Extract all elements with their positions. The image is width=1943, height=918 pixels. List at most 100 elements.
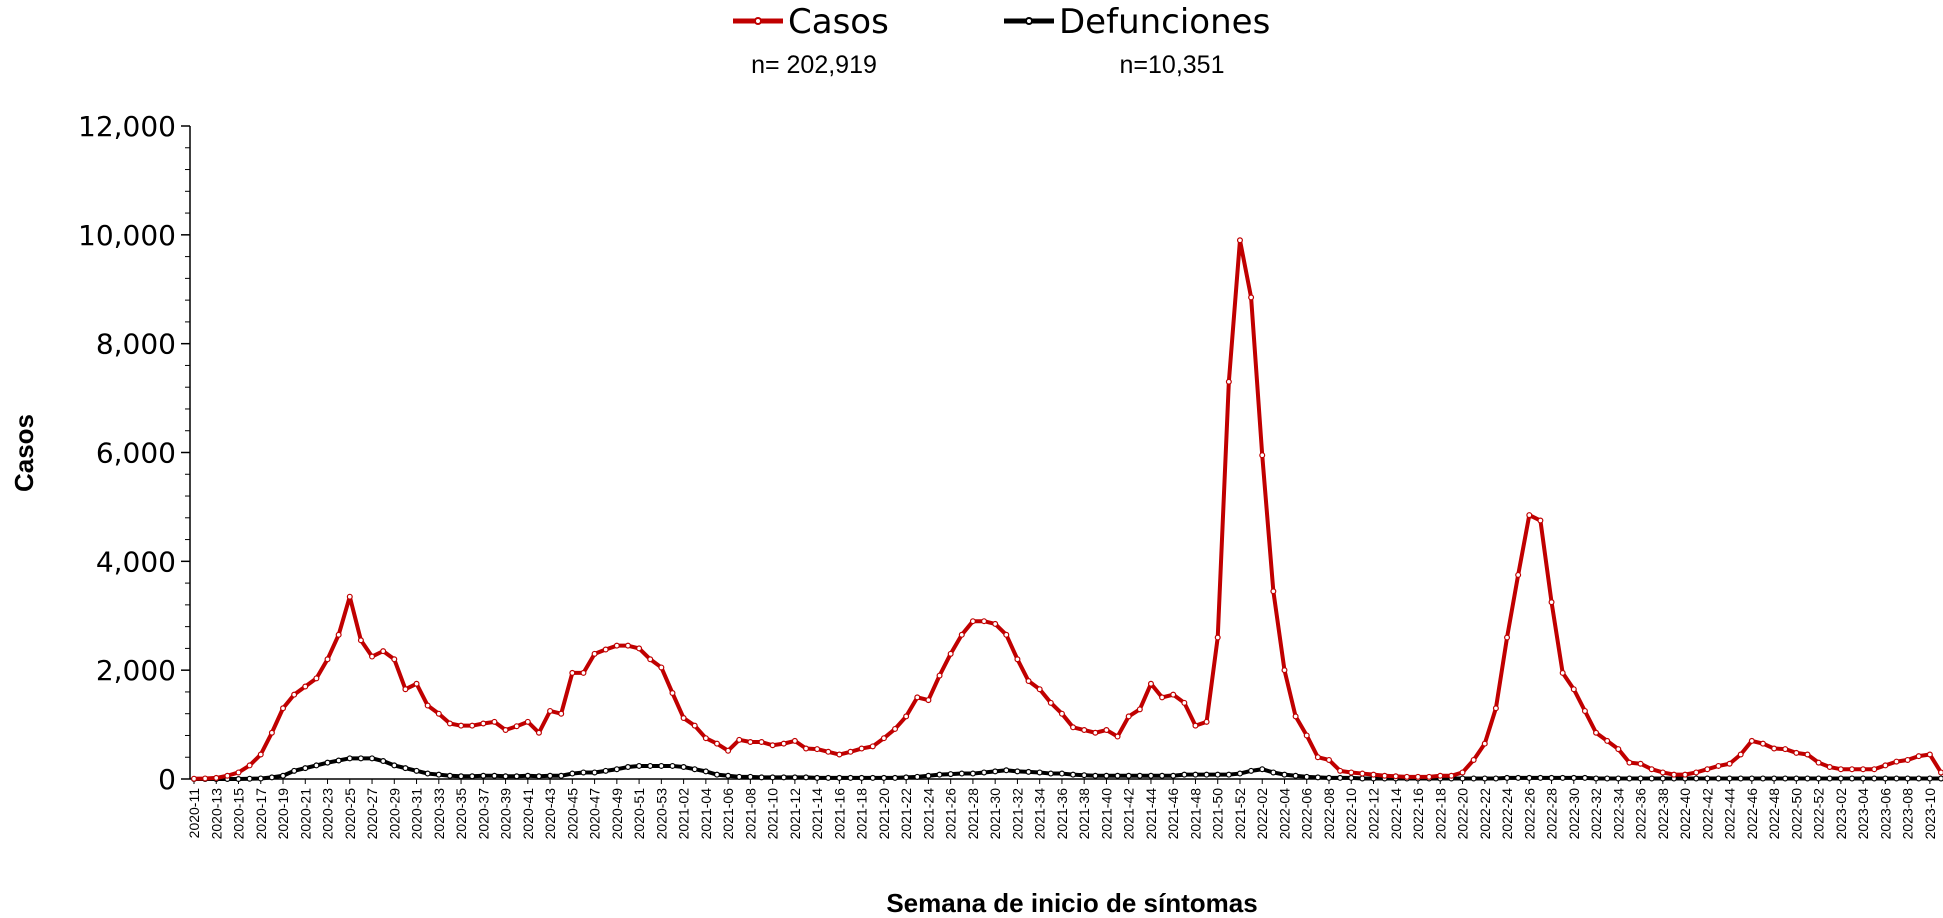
data-point-casos [1504,634,1511,641]
data-point-casos [680,715,687,722]
data-point-casos [969,618,976,625]
x-tick-label: 2020-31 [409,788,425,840]
x-tick-label: 2021-42 [1121,788,1137,840]
y-tick-label: 12,000 [78,110,176,143]
data-point-defunciones [1871,775,1878,782]
x-tick-label: 2021-48 [1187,788,1203,840]
data-point-defunciones [958,770,965,777]
x-tick-label: 2020-47 [587,788,603,840]
data-point-defunciones [880,774,887,781]
x-tick-label: 2022-48 [1766,788,1782,840]
data-point-defunciones [836,774,843,781]
data-point-casos [535,729,542,736]
data-point-casos [369,653,376,660]
y-tick-label: 8,000 [96,328,176,361]
data-point-casos [858,745,865,752]
data-point-casos [1759,740,1766,747]
x-tick-label: 2020-21 [297,788,313,840]
data-point-defunciones [1470,775,1477,782]
data-point-defunciones [480,772,487,779]
data-point-casos [1715,762,1722,769]
x-tick-label: 2020-27 [364,788,380,840]
data-point-defunciones [1704,775,1711,782]
x-tick-label: 2022-26 [1521,788,1537,840]
data-point-casos [435,710,442,717]
y-tick-label: 2,000 [96,654,176,687]
data-point-casos [1637,760,1644,767]
x-tick-label: 2020-13 [208,788,224,840]
data-point-defunciones [1314,774,1321,781]
data-point-defunciones [446,772,453,779]
x-tick-label: 2023-08 [1900,788,1916,840]
x-tick-label: 2021-32 [1009,788,1025,840]
data-point-casos [1214,634,1221,641]
x-tick-label: 2021-34 [1032,788,1048,840]
data-point-defunciones [1570,774,1577,781]
data-point-defunciones [1236,770,1243,777]
data-point-casos [1659,769,1666,776]
data-point-casos [803,745,810,752]
x-tick-label: 2020-35 [453,788,469,840]
data-point-casos [280,705,287,712]
data-point-defunciones [1737,775,1744,782]
data-point-defunciones [1281,771,1288,778]
data-point-defunciones [691,766,698,773]
data-point-casos [958,631,965,638]
data-point-casos [613,642,620,649]
data-point-casos [936,672,943,679]
data-point-defunciones [847,774,854,781]
data-point-defunciones [1303,773,1310,780]
x-tick-label: 2021-08 [742,788,758,840]
data-point-defunciones [391,762,398,769]
data-point-defunciones [747,773,754,780]
x-tick-label: 2021-24 [920,788,936,840]
x-tick-label: 2020-45 [564,788,580,840]
data-point-defunciones [1259,766,1266,773]
data-point-defunciones [969,770,976,777]
legend-defunciones-marker [1025,17,1033,25]
data-point-defunciones [613,766,620,773]
data-point-casos [1281,667,1288,674]
data-point-defunciones [324,759,331,766]
data-point-defunciones [513,773,520,780]
data-point-casos [547,707,554,714]
data-point-defunciones [1659,775,1666,782]
data-point-casos [202,775,209,782]
data-point-defunciones [1159,772,1166,779]
data-point-casos [1748,737,1755,744]
x-tick-label: 2022-12 [1366,788,1382,840]
data-point-defunciones [1192,771,1199,778]
data-point-casos [1459,769,1466,776]
data-point-defunciones [814,774,821,781]
data-point-casos [1381,772,1388,779]
data-point-casos [1448,772,1455,779]
data-point-defunciones [1771,775,1778,782]
data-point-defunciones [1848,775,1855,782]
x-tick-label: 2022-32 [1588,788,1604,840]
data-point-defunciones [1637,775,1644,782]
data-point-defunciones [435,771,442,778]
data-point-defunciones [313,762,320,769]
data-point-casos [1147,680,1154,687]
data-point-casos [658,664,665,671]
data-point-casos [769,742,776,749]
x-tick-label: 2022-36 [1633,788,1649,840]
data-point-defunciones [647,762,654,769]
data-point-defunciones [1559,774,1566,781]
data-point-defunciones [1759,775,1766,782]
data-point-casos [925,697,932,704]
data-point-casos [458,722,465,729]
data-point-casos [892,725,899,732]
data-point-casos [1860,766,1867,773]
x-tick-label: 2022-06 [1299,788,1315,840]
x-tick-label: 2020-17 [253,788,269,840]
data-point-defunciones [346,755,353,762]
data-point-defunciones [1225,771,1232,778]
data-point-defunciones [1515,774,1522,781]
data-point-casos [1236,237,1243,244]
data-point-casos [1615,746,1622,753]
data-point-defunciones [803,774,810,781]
data-point-casos [1103,727,1110,734]
data-point-casos [1526,512,1533,519]
data-point-casos [1704,766,1711,773]
